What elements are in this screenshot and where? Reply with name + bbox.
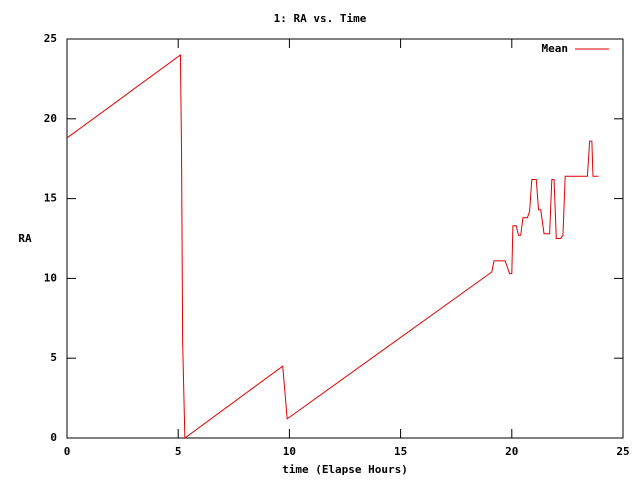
data-line bbox=[66, 53, 599, 439]
plot-border bbox=[66, 38, 624, 439]
y-tick-label: 15 bbox=[44, 192, 57, 205]
x-tick-label: 5 bbox=[175, 445, 182, 458]
y-axis-label: RA bbox=[18, 232, 32, 245]
x-tick-label: 0 bbox=[64, 445, 71, 458]
legend-label: Mean bbox=[542, 42, 569, 55]
x-tick-label: 20 bbox=[505, 445, 518, 458]
x-axis-label: time (Elapse Hours) bbox=[282, 463, 408, 476]
x-tick-label: 10 bbox=[283, 445, 296, 458]
x-tick-label: 15 bbox=[394, 445, 407, 458]
y-tick-label: 25 bbox=[44, 32, 57, 45]
y-tick-label: 20 bbox=[44, 112, 57, 125]
y-tick-label: 10 bbox=[44, 271, 57, 284]
chart-title: 1: RA vs. Time bbox=[274, 12, 367, 25]
x-tick-label: 25 bbox=[616, 445, 629, 458]
y-tick-label: 0 bbox=[50, 431, 57, 444]
y-tick-label: 5 bbox=[50, 351, 57, 364]
